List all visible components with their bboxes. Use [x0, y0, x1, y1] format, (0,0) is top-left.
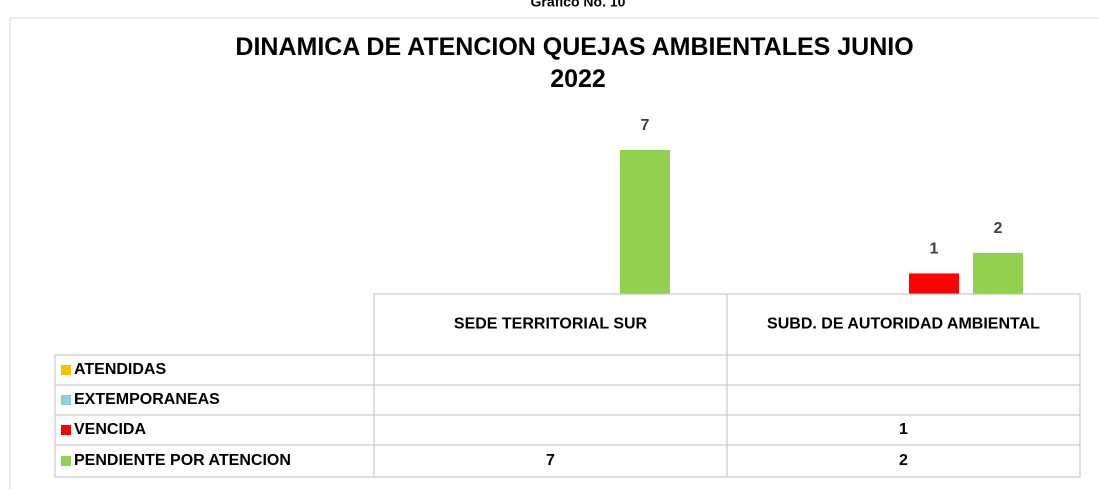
- table-cell: [726, 384, 1081, 416]
- legend-key: [61, 395, 71, 405]
- legend-label: PENDIENTE POR ATENCION: [74, 452, 291, 469]
- legend-key: [61, 456, 71, 466]
- data-label: 2: [994, 220, 1003, 237]
- table-cell: [373, 354, 728, 386]
- table-value: 1: [899, 421, 908, 438]
- legend-label: EXTEMPORANEAS: [74, 391, 220, 408]
- table-cell: [373, 384, 728, 416]
- bar: [973, 252, 1023, 294]
- table-cell: [373, 414, 728, 446]
- data-label: 7: [641, 117, 650, 134]
- bar: [909, 273, 959, 294]
- caption: Grafico No. 10: [531, 0, 626, 10]
- table-cell: [726, 444, 1081, 478]
- legend-key: [61, 425, 71, 435]
- table-value: 2: [899, 452, 908, 469]
- table-value: 7: [546, 452, 555, 469]
- legend-label: ATENDIDAS: [74, 361, 166, 378]
- category-label: SEDE TERRITORIAL SUR: [454, 316, 648, 333]
- data-label: 1: [930, 241, 939, 258]
- chart-title: DINAMICA DE ATENCION QUEJAS AMBIENTALES …: [235, 33, 920, 93]
- legend-key: [61, 365, 71, 375]
- legend-label: VENCIDA: [74, 421, 146, 438]
- table-cell: [726, 354, 1081, 386]
- bar: [620, 150, 670, 294]
- category-label: SUBD. DE AUTORIDAD AMBIENTAL: [767, 316, 1040, 333]
